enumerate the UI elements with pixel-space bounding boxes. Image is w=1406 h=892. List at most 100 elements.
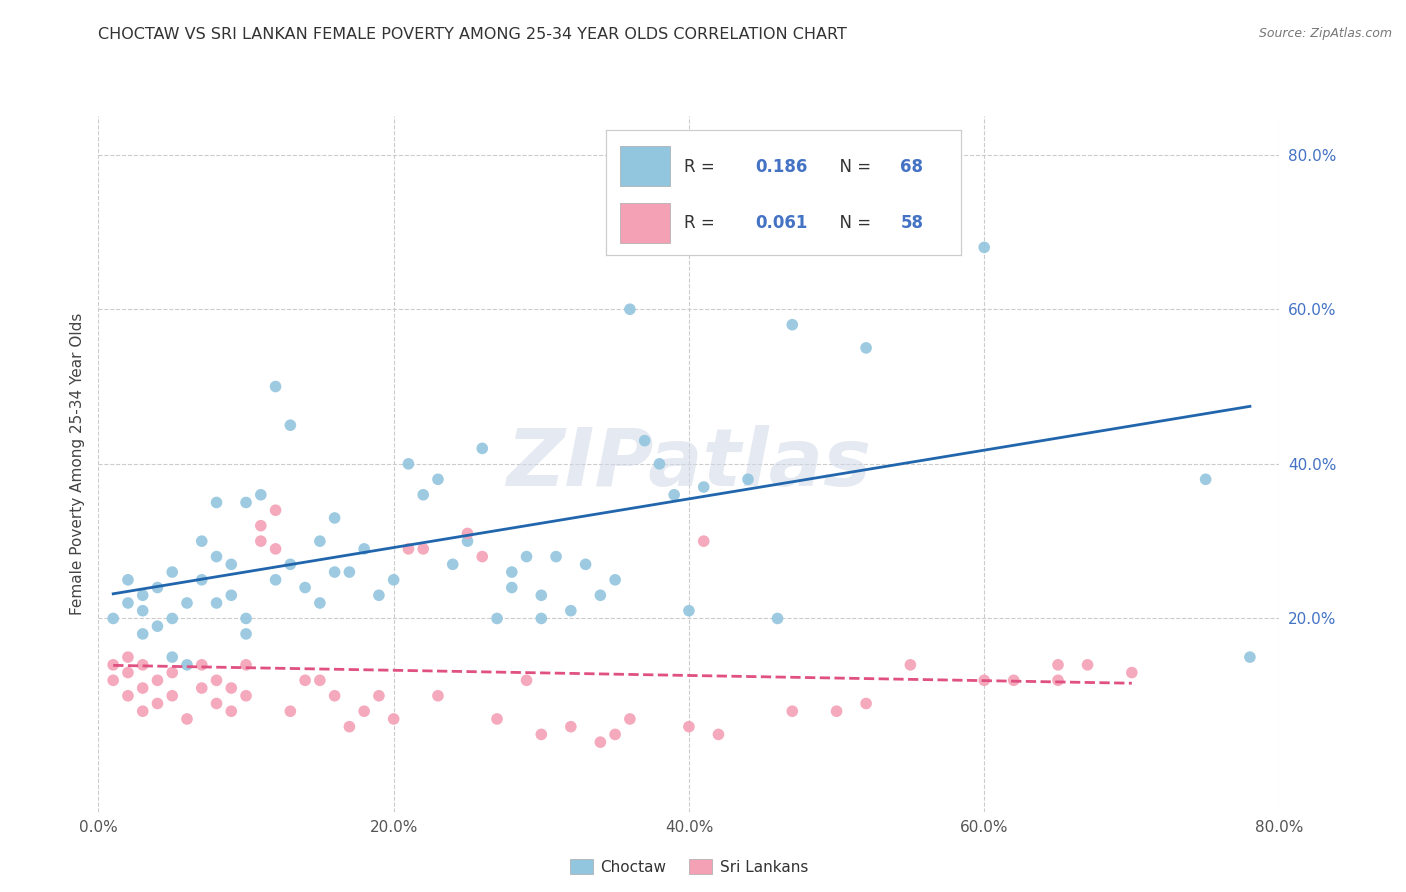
- Point: [339, 565, 360, 579]
- Text: ZIPatlas: ZIPatlas: [506, 425, 872, 503]
- Point: [162, 650, 183, 665]
- Point: [589, 735, 612, 749]
- Point: [162, 665, 183, 680]
- Text: Source: ZipAtlas.com: Source: ZipAtlas.com: [1258, 27, 1392, 40]
- Point: [250, 518, 273, 533]
- Point: [471, 549, 494, 564]
- Point: [664, 488, 686, 502]
- Point: [855, 341, 877, 355]
- Point: [678, 604, 700, 618]
- Point: [278, 558, 302, 572]
- Point: [973, 673, 995, 688]
- Point: [353, 541, 375, 556]
- Point: [427, 689, 450, 703]
- Point: [530, 727, 553, 741]
- Point: [825, 225, 848, 239]
- Point: [825, 704, 848, 718]
- Point: [515, 673, 537, 688]
- Point: [117, 665, 139, 680]
- Legend: Choctaw, Sri Lankans: Choctaw, Sri Lankans: [564, 853, 814, 880]
- Point: [132, 627, 155, 641]
- Point: [132, 681, 155, 695]
- Point: [176, 712, 198, 726]
- Point: [412, 488, 434, 502]
- Point: [486, 611, 509, 625]
- Point: [648, 457, 671, 471]
- Point: [633, 434, 655, 448]
- Point: [191, 657, 214, 672]
- Point: [250, 534, 273, 549]
- Point: [693, 534, 716, 549]
- Point: [219, 558, 242, 572]
- Point: [530, 611, 553, 625]
- Point: [235, 495, 257, 509]
- Point: [855, 697, 877, 711]
- Point: [515, 549, 537, 564]
- Point: [278, 704, 302, 718]
- Point: [323, 565, 346, 579]
- Point: [162, 689, 183, 703]
- Point: [530, 588, 553, 602]
- Point: [900, 657, 922, 672]
- Point: [191, 573, 214, 587]
- Point: [103, 657, 125, 672]
- Point: [1002, 673, 1025, 688]
- Point: [235, 689, 257, 703]
- Point: [132, 604, 155, 618]
- Point: [605, 573, 627, 587]
- Point: [309, 596, 332, 610]
- Point: [589, 588, 612, 602]
- Point: [264, 573, 287, 587]
- Point: [146, 697, 169, 711]
- Point: [382, 712, 405, 726]
- Point: [1046, 673, 1069, 688]
- Text: CHOCTAW VS SRI LANKAN FEMALE POVERTY AMONG 25-34 YEAR OLDS CORRELATION CHART: CHOCTAW VS SRI LANKAN FEMALE POVERTY AMO…: [98, 27, 848, 42]
- Point: [605, 727, 627, 741]
- Point: [176, 657, 198, 672]
- Point: [191, 534, 214, 549]
- Point: [117, 650, 139, 665]
- Point: [103, 673, 125, 688]
- Point: [1239, 650, 1261, 665]
- Point: [294, 673, 316, 688]
- Point: [219, 704, 242, 718]
- Point: [191, 681, 214, 695]
- Point: [693, 480, 716, 494]
- Point: [1121, 665, 1143, 680]
- Point: [412, 541, 434, 556]
- Point: [117, 596, 139, 610]
- Point: [219, 681, 242, 695]
- Point: [782, 318, 804, 332]
- Point: [309, 534, 332, 549]
- Point: [339, 720, 360, 734]
- Point: [441, 558, 464, 572]
- Point: [235, 657, 257, 672]
- Point: [264, 541, 287, 556]
- Point: [678, 720, 700, 734]
- Point: [162, 611, 183, 625]
- Point: [205, 697, 228, 711]
- Point: [132, 588, 155, 602]
- Point: [456, 534, 478, 549]
- Point: [560, 720, 582, 734]
- Point: [264, 379, 287, 393]
- Point: [501, 581, 523, 595]
- Y-axis label: Female Poverty Among 25-34 Year Olds: Female Poverty Among 25-34 Year Olds: [69, 313, 84, 615]
- Point: [205, 495, 228, 509]
- Point: [486, 712, 509, 726]
- Point: [103, 611, 125, 625]
- Point: [1195, 472, 1218, 486]
- Point: [368, 588, 391, 602]
- Point: [146, 619, 169, 633]
- Point: [560, 604, 582, 618]
- Point: [427, 472, 450, 486]
- Point: [205, 549, 228, 564]
- Point: [294, 581, 316, 595]
- Point: [619, 712, 641, 726]
- Point: [396, 457, 419, 471]
- Point: [278, 418, 302, 433]
- Point: [782, 704, 804, 718]
- Point: [973, 240, 995, 254]
- Point: [235, 611, 257, 625]
- Point: [368, 689, 391, 703]
